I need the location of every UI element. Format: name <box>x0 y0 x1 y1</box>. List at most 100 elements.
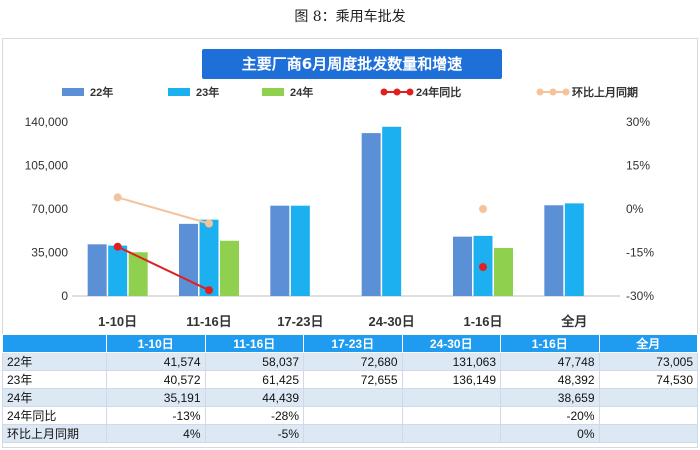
y-tick-label: 0 <box>61 289 68 303</box>
bar-24年 <box>494 247 513 296</box>
table-cell: 72,655 <box>303 370 403 389</box>
table-cell <box>598 388 698 407</box>
table-cell: 4% <box>106 424 206 443</box>
y2-tick-label: -15% <box>626 246 654 260</box>
table-cell: 73,005 <box>598 352 698 371</box>
legend-label: 22年 <box>90 85 113 99</box>
table-cell <box>598 406 698 425</box>
x-tick-label: 1-10日 <box>98 314 137 329</box>
bar-23年 <box>290 205 310 296</box>
table-cell: -20% <box>500 406 600 425</box>
legend-swatch <box>62 88 84 96</box>
point-环比上月同期 <box>479 205 487 213</box>
y-tick-label: 105,000 <box>25 159 69 173</box>
table-header-cell: 全月 <box>598 334 698 353</box>
table-cell: 61,425 <box>204 370 304 389</box>
table-cell <box>303 406 403 425</box>
row-label: 23年 <box>2 370 107 389</box>
x-tick-label: 11-16日 <box>186 314 232 329</box>
point-24年同比 <box>113 242 122 251</box>
line-segment-环比上月同期 <box>117 196 210 225</box>
bar-22年 <box>87 244 107 296</box>
table-cell <box>303 388 403 407</box>
y2-tick-label: -30% <box>626 289 654 303</box>
legend-swatch <box>262 88 284 96</box>
table-cell: 136,149 <box>401 370 501 389</box>
table-cell <box>303 424 403 443</box>
table-cell: 131,063 <box>401 352 501 371</box>
data-table: 1-10日 11-16日 17-23日 24-30日 1-16日 全月 22年 … <box>2 334 698 443</box>
table-cell: -28% <box>204 406 304 425</box>
bar-23年 <box>382 126 402 296</box>
table-header-cell: 24-30日 <box>401 334 501 353</box>
table-header-cell: 11-16日 <box>204 334 304 353</box>
figure-caption: 图 8：乘用车批发 <box>294 9 406 25</box>
table-cell: 40,572 <box>106 370 206 389</box>
legend-swatch-dot <box>393 88 401 96</box>
point-环比上月同期 <box>113 193 122 202</box>
table-header-cell: 1-16日 <box>500 334 600 353</box>
table-row: 24年 35,191 44,439 38,659 <box>2 388 698 407</box>
y-tick-label: 140,000 <box>25 115 69 129</box>
table-cell: 38,659 <box>500 388 600 407</box>
row-label: 环比上月同期 <box>2 424 107 443</box>
table-cell <box>401 388 501 407</box>
bar-23年 <box>199 219 219 296</box>
table-cell <box>598 424 698 443</box>
row-label: 24年 <box>2 388 107 407</box>
legend-swatch-dot <box>380 88 388 96</box>
legend-swatch-dot <box>562 88 570 96</box>
x-tick-label: 1-16日 <box>463 314 502 329</box>
point-环比上月同期 <box>205 219 213 228</box>
line-segment-24年同比 <box>117 245 210 292</box>
table-cell: 72,680 <box>303 352 403 371</box>
table-row: 22年 41,574 58,037 72,680 131,063 47,748 … <box>2 352 698 371</box>
table-cell: 35,191 <box>106 388 206 407</box>
table-header-cell: 1-10日 <box>106 334 206 353</box>
table-cell: 47,748 <box>500 352 600 371</box>
table-cell: 41,574 <box>106 352 206 371</box>
y2-tick-label: 0% <box>626 202 644 216</box>
table-cell: 48,392 <box>500 370 600 389</box>
table-cell <box>401 406 501 425</box>
y2-tick-label: 30% <box>626 115 650 129</box>
table-cell: 58,037 <box>204 352 304 371</box>
x-tick-label: 全月 <box>560 314 587 329</box>
bar-24年 <box>128 252 148 296</box>
bar-24年 <box>220 240 239 296</box>
legend-swatch-dot <box>406 88 414 96</box>
table-cell <box>401 424 501 443</box>
legend-label: 23年 <box>196 85 219 99</box>
bar-22年 <box>544 205 564 296</box>
chart-svg: 0 35,000 70,000 105,000 140,000 -30% -15% 0% 15%… <box>25 85 655 329</box>
legend-label: 24年 <box>290 85 313 99</box>
bar-22年 <box>361 133 381 296</box>
bar-22年 <box>270 205 290 296</box>
legend-label: 24年同比 <box>416 85 461 99</box>
table-header-cell <box>2 334 107 353</box>
table-row: 24年同比 -13% -28% -20% <box>2 406 698 425</box>
x-tick-label: 17-23日 <box>277 314 323 329</box>
row-label: 22年 <box>2 352 107 371</box>
point-24年同比 <box>205 286 213 295</box>
table-row: 23年 40,572 61,425 72,655 136,149 48,392 … <box>2 370 698 389</box>
chart-title: 主要厂商6月周度批发数量和增速 <box>202 49 502 79</box>
legend-label: 环比上月同期 <box>572 85 638 99</box>
table-cell: 0% <box>500 424 600 443</box>
bar-23年 <box>108 245 128 296</box>
table-header-cell: 17-23日 <box>303 334 403 353</box>
row-label: 24年同比 <box>2 406 107 425</box>
legend-swatch <box>168 88 190 96</box>
table-cell: 74,530 <box>598 370 698 389</box>
bar-22年 <box>453 236 472 296</box>
table-row: 环比上月同期 4% -5% 0% <box>2 424 698 443</box>
y-tick-label: 70,000 <box>31 202 68 216</box>
table-cell: 44,439 <box>204 388 304 407</box>
bar-22年 <box>179 223 198 296</box>
table-cell: -13% <box>106 406 206 425</box>
y-tick-label: 35,000 <box>31 246 68 260</box>
y2-tick-label: 15% <box>626 159 650 173</box>
legend-swatch-dot <box>549 88 557 96</box>
bar-23年 <box>564 203 584 296</box>
point-24年同比 <box>479 263 487 271</box>
